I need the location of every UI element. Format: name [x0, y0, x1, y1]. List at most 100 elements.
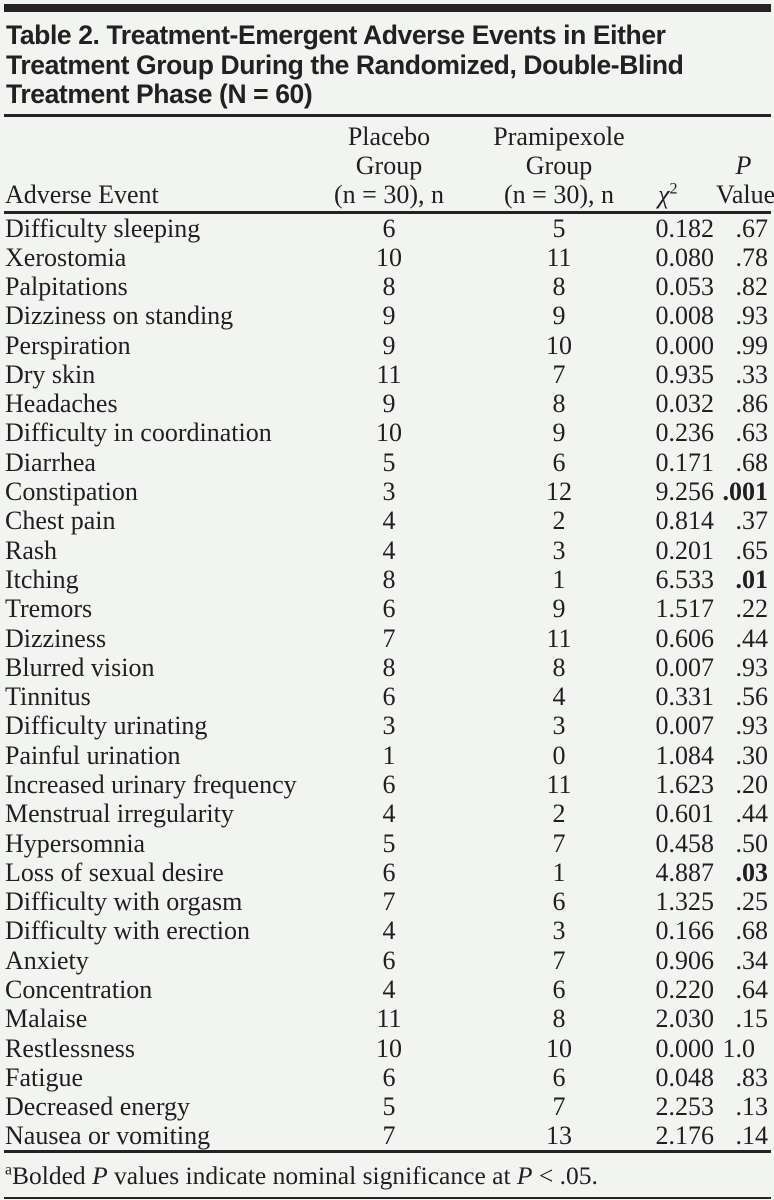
chi-square-cell: 4.887 — [655, 857, 715, 887]
adverse-event-cell: Painful urination — [5, 740, 181, 770]
placebo-count-cell: 4 — [382, 506, 396, 536]
table-row: Dizziness on standing 9 9 0.008 .93 — [4, 301, 771, 330]
p-value-cell: .37 — [735, 506, 769, 536]
adverse-event-cell: Difficulty in coordination — [5, 418, 272, 448]
table-row: Xerostomia 10 11 0.080 .78 — [4, 243, 771, 272]
p-value-cell: .03 — [735, 857, 769, 887]
pramipexole-count-cell: 1 — [552, 857, 566, 887]
table-row: Fatigue 6 6 0.048 .83 — [4, 1063, 771, 1092]
p-value-cell: .65 — [735, 535, 769, 565]
adverse-event-cell: Tinnitus — [5, 682, 91, 712]
placebo-count-cell: 8 — [382, 564, 396, 594]
table-title: Table 2. Treatment-Emergent Adverse Even… — [4, 12, 771, 117]
table-row: Menstrual irregularity 4 2 0.601 .44 — [4, 799, 771, 828]
pramipexole-count-cell: 8 — [552, 652, 566, 682]
p-value-cell: .93 — [735, 652, 769, 682]
table-row: Nausea or vomiting 7 13 2.176 .14 — [4, 1121, 771, 1154]
pramipexole-count-cell: 5 — [552, 213, 566, 243]
table-row: Hypersomnia 5 7 0.458 .50 — [4, 828, 771, 858]
footnote-marker: a — [5, 1161, 13, 1179]
p-value-cell: .15 — [735, 1004, 769, 1034]
pramipexole-count-cell: 7 — [552, 828, 566, 858]
table-row: Perspiration 9 10 0.000 .99 — [4, 330, 771, 360]
adverse-event-cell: Nausea or vomiting — [4, 1121, 314, 1154]
adverse-event-cell: Anxiety — [5, 945, 89, 975]
adverse-event-cell: Difficulty with erection — [5, 916, 251, 946]
table-row: Painful urination 1 0 1.084 .30 — [4, 741, 771, 770]
p-value-cell: .25 — [735, 887, 769, 917]
pramipexole-count-cell: 1 — [552, 564, 566, 594]
chi-square-cell: 2.030 — [655, 1004, 715, 1034]
chi-square-cell: 0.220 — [655, 975, 715, 1005]
adverse-event-cell: Malaise — [5, 1004, 88, 1034]
p-value-cell: .64 — [735, 975, 769, 1005]
adverse-event-cell: Loss of sexual desire — [5, 857, 224, 887]
adverse-event-cell: Dizziness on standing — [5, 301, 234, 331]
table-row: Itching 8 1 6.533 .01 — [4, 565, 771, 594]
chi-square-cell: 1.623 — [655, 769, 715, 799]
adverse-event-cell: Xerostomia — [5, 242, 127, 272]
chi-square-cell: 0.814 — [655, 506, 715, 536]
adverse-event-cell: Difficulty with orgasm — [5, 887, 243, 917]
pramipexole-count-cell: 13 — [464, 1121, 654, 1154]
table-row: Tinnitus 6 4 0.331 .56 — [4, 682, 771, 711]
table-row: Headaches 9 8 0.032 .86 — [4, 389, 771, 418]
placebo-count-cell: 5 — [382, 1092, 396, 1122]
p-value-cell: .68 — [735, 447, 769, 477]
pramipexole-count-cell: 12 — [546, 477, 572, 507]
placebo-count-cell: 4 — [382, 535, 396, 565]
chi-square-cell: 1.084 — [655, 740, 715, 770]
pramipexole-count-cell: 2 — [552, 799, 566, 829]
table-body: Difficulty sleeping 6 5 0.182 .67 Xerost… — [4, 212, 771, 1154]
placebo-count-cell: 9 — [382, 389, 396, 419]
chi-square-cell: 0.007 — [655, 652, 715, 682]
placebo-count-cell: 6 — [382, 945, 396, 975]
placebo-count-cell: 4 — [382, 799, 396, 829]
adverse-event-cell: Palpitations — [5, 271, 128, 301]
header-row: Adverse Event Placebo Group (n = 30), n … — [4, 116, 774, 214]
pramipexole-count-cell: 0 — [552, 740, 566, 770]
p-value-cell: .22 — [735, 594, 769, 624]
chi-square-cell: 2.253 — [655, 1092, 715, 1122]
chi-square-cell: 0.601 — [655, 799, 715, 829]
table-title-line-2: Treatment Group During the Randomized, D… — [6, 49, 684, 80]
pramipexole-count-cell: 10 — [546, 1033, 572, 1063]
adverse-event-cell: Blurred vision — [5, 652, 155, 682]
table-row: Restlessness 10 10 0.000 1.0 — [4, 1034, 771, 1063]
table-row: Difficulty in coordination 10 9 0.236 .6… — [4, 418, 771, 447]
placebo-count-cell: 5 — [382, 828, 396, 858]
placebo-count-cell: 6 — [382, 594, 396, 624]
pramipexole-count-cell: 4 — [552, 682, 566, 712]
pramipexole-count-cell: 8 — [552, 271, 566, 301]
placebo-count-cell: 4 — [382, 916, 396, 946]
table-row: Increased urinary frequency 6 11 1.623 .… — [4, 770, 771, 799]
table-row: Dizziness 7 11 0.606 .44 — [4, 623, 771, 653]
chi-square-cell: 0.331 — [655, 682, 715, 712]
pramipexole-count-cell: 9 — [552, 594, 566, 624]
pramipexole-count-cell: 9 — [552, 418, 566, 448]
pramipexole-count-cell: 7 — [552, 945, 566, 975]
chi-square-cell: 1.517 — [655, 594, 715, 624]
chi-square-cell: 0.048 — [655, 1062, 715, 1092]
adverse-event-cell: Difficulty sleeping — [5, 213, 201, 243]
placebo-count-cell: 6 — [382, 769, 396, 799]
table-row: Difficulty with erection 4 3 0.166 .68 — [4, 916, 771, 945]
p-value-cell: .63 — [735, 418, 769, 448]
placebo-header-line-2: Group — [355, 150, 423, 180]
p-value-cell: .44 — [735, 623, 769, 653]
table-row: Difficulty urinating 3 3 0.007 .93 — [4, 711, 771, 740]
chi-square-cell: 0.171 — [655, 447, 715, 477]
adverse-event-cell: Constipation — [5, 477, 138, 507]
placebo-count-cell: 9 — [382, 330, 396, 360]
adverse-event-cell: Itching — [5, 564, 79, 594]
p-value-cell: .83 — [735, 1062, 769, 1092]
table-row: Chest pain 4 2 0.814 .37 — [4, 506, 771, 535]
pramipexole-count-cell: 6 — [552, 975, 566, 1005]
table-row: Anxiety 6 7 0.906 .34 — [4, 946, 771, 975]
table-row: Rash 4 3 0.201 .65 — [4, 535, 771, 565]
p-value-cell: .13 — [735, 1092, 769, 1122]
table-row: Blurred vision 8 8 0.007 .93 — [4, 653, 771, 682]
p-value-cell: .50 — [735, 828, 769, 858]
table-title-line-3: Treatment Phase (N = 60) — [6, 79, 313, 109]
pramipexole-count-cell: 10 — [546, 330, 572, 360]
